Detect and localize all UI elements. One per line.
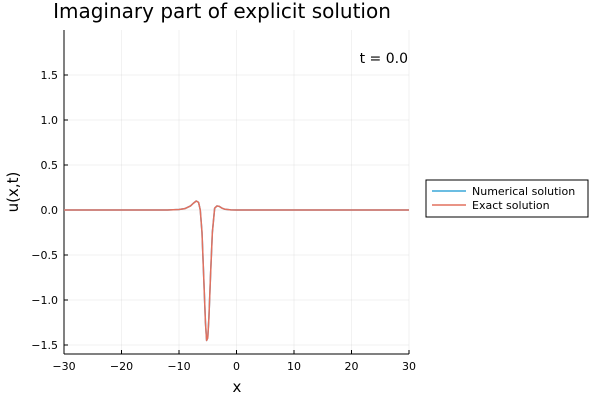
series-exact-solution xyxy=(64,200,409,342)
x-tick-label: 30 xyxy=(402,360,416,373)
legend-label-numerical: Numerical solution xyxy=(472,185,575,198)
legend-label-exact: Exact solution xyxy=(472,199,550,212)
legend: Numerical solution Exact solution xyxy=(425,179,589,218)
x-tick-label: −20 xyxy=(110,360,133,373)
x-axis-ticks: −30 −20 −10 0 10 20 30 xyxy=(52,350,416,373)
grid-lines xyxy=(63,30,410,354)
y-axis-ticks: −1.5 −1.0 −0.5 0.0 0.5 1.0 1.5 xyxy=(31,69,68,352)
series-lines xyxy=(64,200,409,342)
x-tick-label: −10 xyxy=(167,360,190,373)
y-tick-label: −1.0 xyxy=(31,294,58,307)
legend-box xyxy=(425,179,589,218)
y-tick-label: 0.5 xyxy=(41,159,59,172)
y-tick-label: 1.0 xyxy=(41,114,59,127)
x-tick-label: 10 xyxy=(287,360,301,373)
y-tick-label: −0.5 xyxy=(31,249,58,262)
y-tick-label: 1.5 xyxy=(41,69,59,82)
y-tick-label: 0.0 xyxy=(41,204,59,217)
x-tick-label: 0 xyxy=(233,360,240,373)
chart-title: Imaginary part of explicit solution xyxy=(53,0,391,23)
y-axis-label: u(x,t) xyxy=(4,172,22,213)
y-tick-label: −1.5 xyxy=(31,339,58,352)
x-tick-label: −30 xyxy=(52,360,75,373)
time-annotation: t = 0.0 xyxy=(360,51,408,67)
x-axis-label: x xyxy=(233,378,242,396)
x-tick-label: 20 xyxy=(345,360,359,373)
